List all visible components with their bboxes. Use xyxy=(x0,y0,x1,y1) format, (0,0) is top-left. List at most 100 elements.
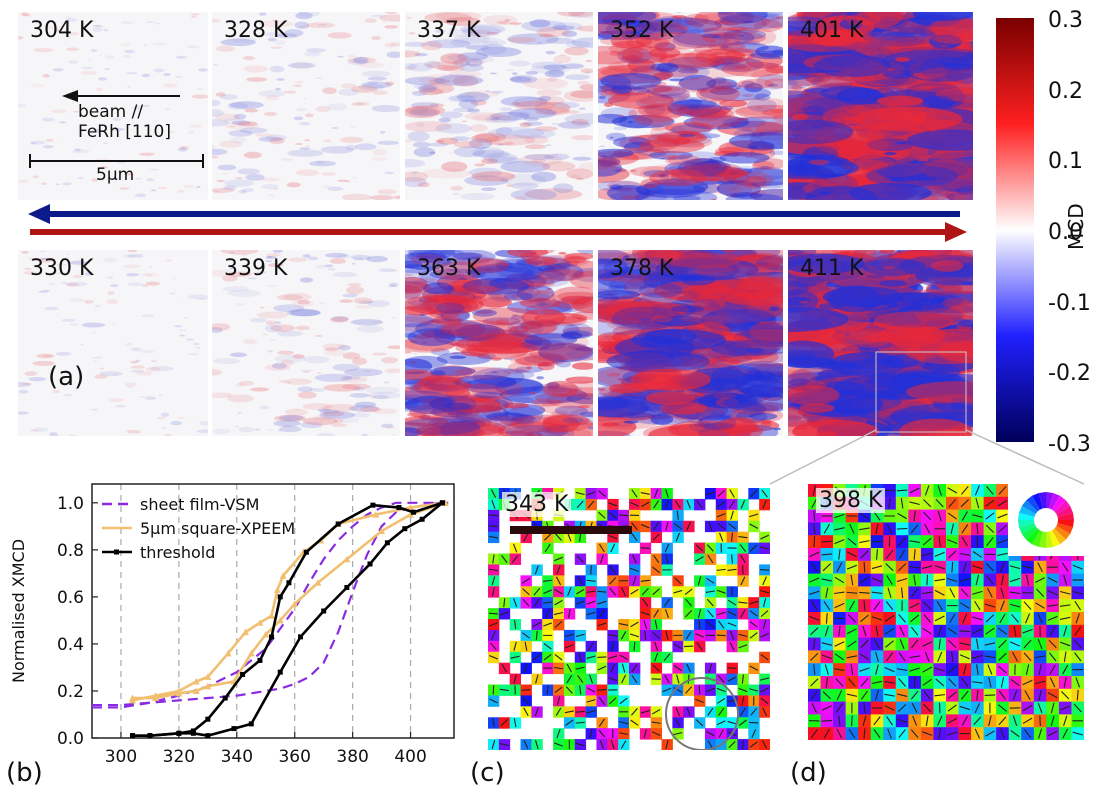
mcd-domain xyxy=(109,127,125,131)
magnetization-vector xyxy=(664,674,670,684)
magnetization-vector xyxy=(850,664,854,675)
mcd-domain xyxy=(107,291,115,295)
magnetization-vector xyxy=(740,609,746,618)
mcd-domain xyxy=(611,84,632,95)
mcd-domain xyxy=(722,250,736,253)
mcd-domain xyxy=(371,14,387,18)
mcd-domain xyxy=(115,112,118,114)
mcd-domain xyxy=(788,384,840,406)
mcd-domain xyxy=(486,412,528,422)
mcd-domain xyxy=(617,378,625,381)
mcd-domain xyxy=(906,381,973,403)
mcd-domain xyxy=(170,421,183,426)
mcd-domain xyxy=(805,380,827,390)
mcd-domain xyxy=(609,317,642,325)
magnetization-vector xyxy=(543,589,553,595)
mcd-domain xyxy=(369,59,373,61)
mcd-domain xyxy=(362,70,391,78)
data-point xyxy=(204,673,212,680)
mcd-domain xyxy=(760,165,771,169)
mcd-domain xyxy=(337,254,351,259)
mcd-domain xyxy=(405,332,417,339)
mcd-domain xyxy=(866,164,959,187)
mcd-domain xyxy=(452,75,479,87)
mcd-domain xyxy=(414,52,428,57)
mcd-domain xyxy=(543,265,568,271)
mcd-domain xyxy=(405,260,423,269)
mcd-domain xyxy=(788,156,859,179)
mcd-domain xyxy=(925,18,973,44)
mcd-domain xyxy=(353,386,366,392)
magnetization-vector xyxy=(729,630,735,640)
mcd-domain xyxy=(472,114,512,123)
mcd-domain xyxy=(495,127,513,136)
mcd-domain xyxy=(219,140,243,148)
magnetization-vector xyxy=(825,613,828,624)
magnetization-vector xyxy=(697,608,702,619)
mcd-domain xyxy=(472,147,505,158)
mcd-domain xyxy=(212,148,228,156)
magnetization-vector xyxy=(921,591,933,595)
mcd-domain xyxy=(405,406,413,409)
magnetization-vector xyxy=(922,641,933,647)
magnetization-vector xyxy=(740,554,746,564)
magnetization-vector xyxy=(564,644,574,649)
mcd-domain xyxy=(598,155,617,168)
mcd-domain xyxy=(124,382,138,387)
magnetization-vector xyxy=(695,698,704,703)
mcd-domain xyxy=(571,118,589,126)
mcd-domain xyxy=(598,258,630,279)
mcd-domain xyxy=(648,47,681,58)
mcd-domain xyxy=(491,357,502,361)
mcd-domain xyxy=(18,389,29,394)
mcd-domain xyxy=(503,141,514,146)
mcd-domain xyxy=(882,266,896,270)
mcd-domain xyxy=(145,274,153,276)
magnetization-vector xyxy=(1074,652,1082,662)
mcd-domain xyxy=(276,294,303,301)
mcd-domain xyxy=(570,90,593,99)
magnetization-vector xyxy=(836,562,843,573)
mcd-domain xyxy=(820,397,881,421)
mcd-domain xyxy=(338,88,359,96)
magnetization-vector xyxy=(499,611,509,616)
mcd-domain xyxy=(161,427,166,429)
magnetization-vector xyxy=(1011,651,1019,662)
magnetization-vector xyxy=(1059,590,1071,595)
magnetization-vector xyxy=(1009,641,1021,647)
mcd-domain xyxy=(879,280,907,287)
mcd-domain xyxy=(238,190,247,194)
mcd-domain xyxy=(351,263,356,265)
mcd-domain xyxy=(883,69,914,79)
magnetization-vector xyxy=(586,600,596,605)
mcd-domain xyxy=(545,37,575,44)
magnetization-vector xyxy=(620,740,627,749)
mcd-domain xyxy=(788,85,806,94)
mcd-domain xyxy=(576,177,584,180)
mcd-domain xyxy=(631,250,657,259)
mcd-domain xyxy=(167,130,176,134)
magnetization-vector xyxy=(609,577,617,585)
mcd-domain xyxy=(598,396,629,410)
magnetization-vector xyxy=(544,533,552,541)
magnetization-vector xyxy=(934,564,945,570)
mcd-domain xyxy=(421,329,457,339)
mcd-domain xyxy=(298,25,311,29)
mcd-domain xyxy=(32,175,39,178)
magnetization-vector xyxy=(685,609,693,618)
mcd-domain xyxy=(164,108,170,110)
mcd-domain xyxy=(598,180,643,192)
mcd-domain xyxy=(183,185,195,188)
magnetization-vector xyxy=(686,521,691,531)
mcd-domain xyxy=(115,404,126,408)
mcd-domain xyxy=(405,335,458,351)
mcd-domain xyxy=(146,178,155,182)
mcd-domain xyxy=(523,117,540,121)
mcd-domain xyxy=(405,273,413,277)
data-point xyxy=(303,549,309,555)
mcd-domain xyxy=(190,16,197,18)
magnetization-vector xyxy=(716,634,726,637)
mcd-domain xyxy=(379,14,400,22)
magnetization-vector xyxy=(848,600,855,611)
mcd-domain xyxy=(511,420,527,427)
